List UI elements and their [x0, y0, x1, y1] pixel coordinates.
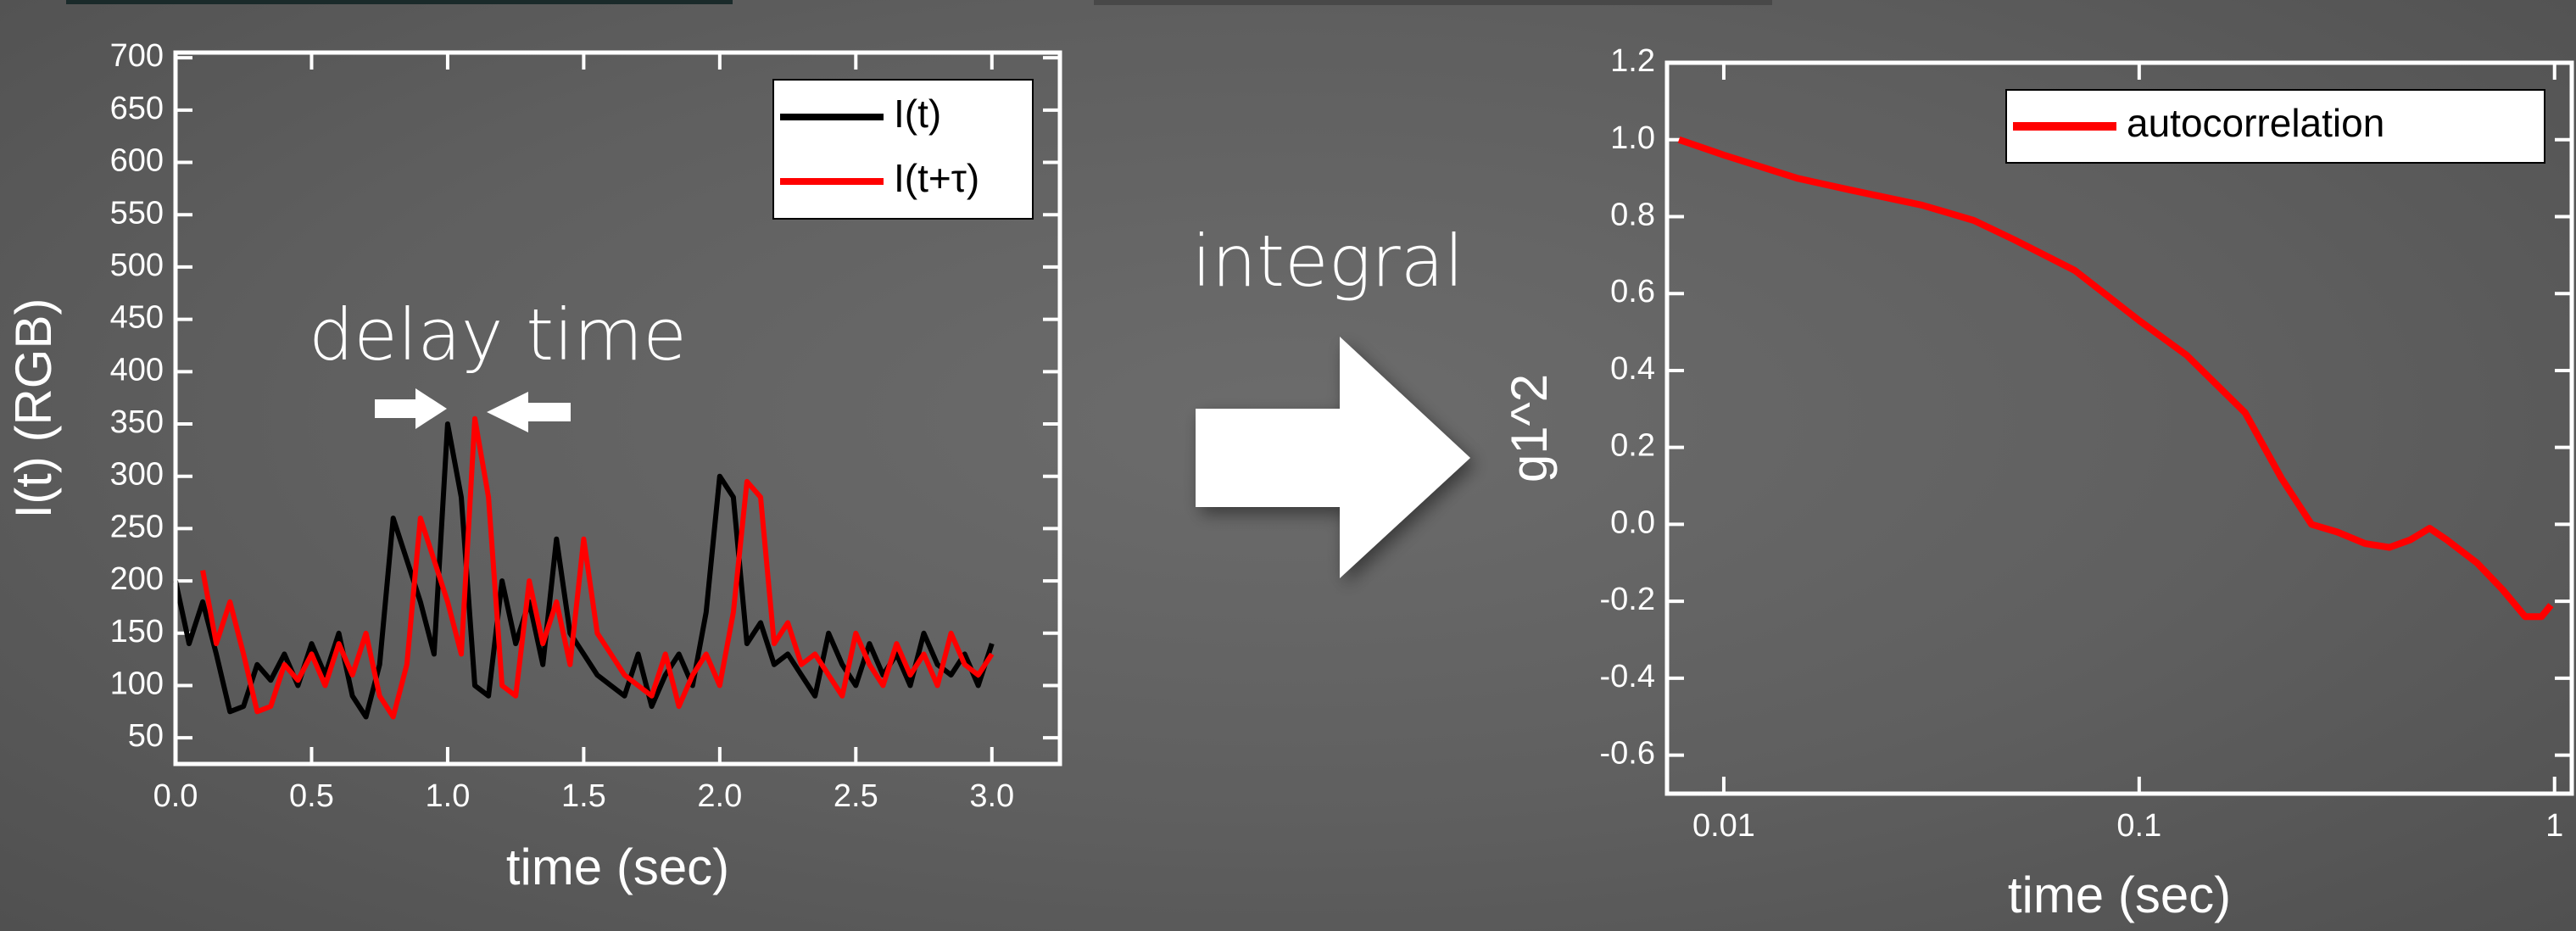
image-edge	[1094, 0, 1772, 5]
y-tick-label: -0.2	[1600, 582, 1655, 617]
y-tick-label: 200	[110, 561, 164, 597]
big-arrow	[1196, 337, 1470, 578]
x-tick-label: 0.01	[1692, 808, 1755, 844]
y-axis-label: I(t) (RGB)	[5, 298, 62, 519]
y-tick-label: 0.6	[1610, 274, 1655, 309]
y-tick-label: 650	[110, 91, 164, 126]
y-axis-label: g1^2	[1501, 374, 1558, 482]
x-tick-label: 0.5	[289, 778, 334, 814]
y-tick-label: 150	[110, 614, 164, 649]
y-tick-label: -0.6	[1600, 736, 1655, 772]
y-tick-label: 0.4	[1610, 351, 1655, 387]
x-tick-label: 1.0	[426, 778, 471, 814]
data-line	[1679, 140, 2551, 617]
y-tick-label: 350	[110, 404, 164, 440]
x-axis-label: time (sec)	[2008, 867, 2231, 923]
y-tick-label: 0.8	[1610, 198, 1655, 233]
y-tick-label: -0.4	[1600, 659, 1655, 694]
y-tick-label: 100	[110, 666, 164, 701]
y-tick-label: 0.2	[1610, 428, 1655, 464]
legend-label: autocorrelation	[2127, 101, 2384, 145]
y-tick-label: 1.2	[1610, 43, 1655, 79]
y-tick-label: 450	[110, 300, 164, 336]
delay-arrow-right	[487, 392, 571, 432]
y-tick-label: 250	[110, 509, 164, 544]
plot-frame	[1667, 63, 2572, 794]
x-tick-label: 0.1	[2116, 808, 2161, 844]
x-tick-label: 1	[2545, 808, 2563, 844]
y-tick-label: 600	[110, 143, 164, 179]
x-tick-label: 2.5	[834, 778, 878, 814]
x-axis-label: time (sec)	[506, 839, 729, 895]
legend-label: I(t+τ)	[894, 156, 979, 200]
y-tick-label: 1.0	[1610, 120, 1655, 156]
image-edge	[66, 0, 733, 4]
y-tick-label: 550	[110, 195, 164, 231]
y-tick-label: 400	[110, 352, 164, 387]
x-tick-label: 2.0	[697, 778, 742, 814]
x-tick-label: 1.5	[561, 778, 606, 814]
arrow-label: integral	[1192, 220, 1464, 303]
x-tick-label: 3.0	[969, 778, 1014, 814]
y-tick-label: 700	[110, 38, 164, 74]
y-tick-label: 50	[128, 718, 164, 754]
data-line	[176, 424, 992, 717]
y-tick-label: 300	[110, 457, 164, 493]
slide: integral delay time 0.0 0.5 1.0 1.5 2.0 2.5 3.…	[0, 0, 2576, 931]
y-tick-label: 500	[110, 248, 164, 283]
delay-time-label: delay time	[309, 293, 687, 376]
legend-label: I(t)	[894, 92, 941, 136]
x-tick-label: 0.0	[153, 778, 198, 814]
y-tick-label: 0.0	[1610, 505, 1655, 540]
delay-arrow-left	[375, 388, 447, 429]
